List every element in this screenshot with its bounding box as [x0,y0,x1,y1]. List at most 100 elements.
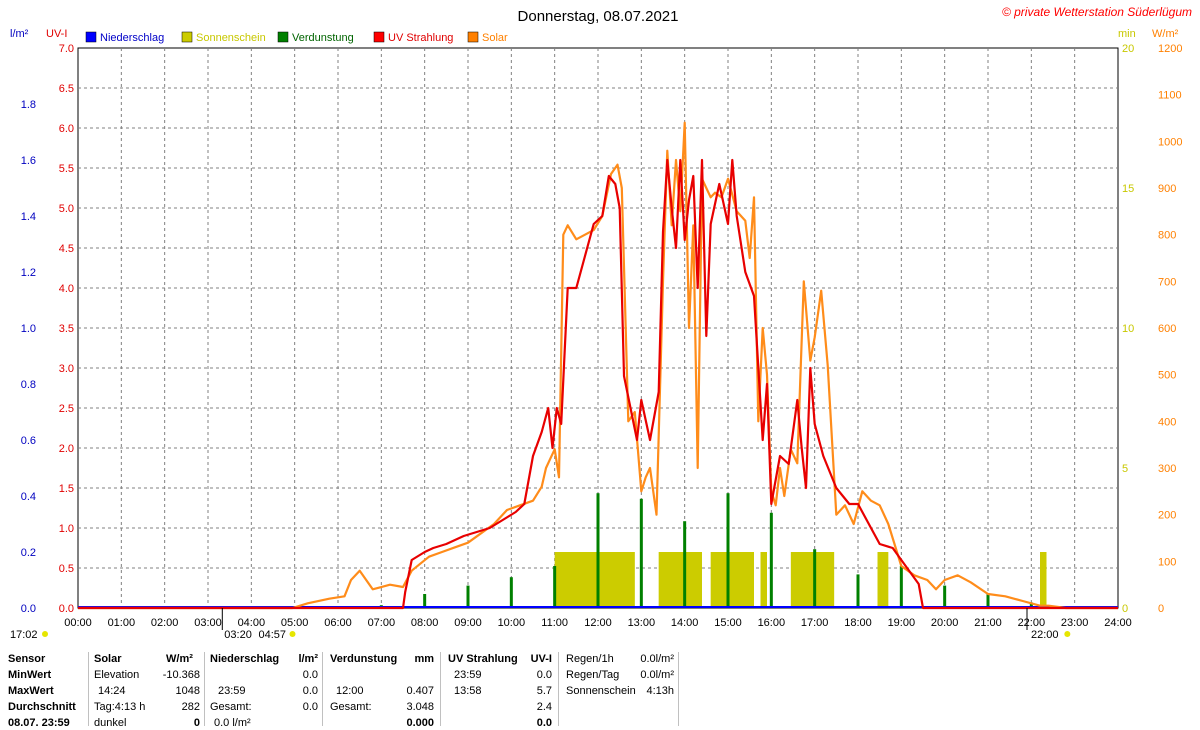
time-markers: 17:02 03:20 04:57 22:00 [10,608,1071,641]
extra-sunshine-value: 4:13h [646,685,674,697]
x-tick-label: 03:00 [194,617,222,629]
x-tick-label: 16:00 [758,617,786,629]
sunshine-bar [760,552,767,608]
solar-max-label: 14:24 [98,685,126,697]
stats-col-uv: UV Strahlung UV-I 23:59 0.0 13:58 5.7 2.… [448,648,552,729]
extra-rain1h-label: Regen/1h [566,653,614,665]
stats-header-solar: Solar [94,653,122,665]
stats-separator [88,652,89,726]
uv-tick-label: 2.5 [59,403,74,415]
solar-tick-label: 1100 [1158,90,1182,102]
x-tick-label: 05:00 [281,617,309,629]
x-tick-label: 19:00 [888,617,916,629]
stats-label-last: 08.07. 23:59 [8,717,70,729]
x-tick-label: 14:00 [671,617,699,629]
rain-avg-value: 0.0 [302,701,318,713]
stats-separator [322,652,323,726]
legend-swatch [277,31,289,43]
uv-tick-label: 3.5 [59,323,74,335]
rain-tick-label: 0.8 [21,379,36,391]
uv-max-value: 5.7 [536,685,552,697]
sun-icon [42,631,48,637]
rain-tick-label: 0.4 [21,491,36,503]
sunshine-tick-label: 10 [1122,323,1134,335]
solar-tick-label: 700 [1158,276,1176,288]
stats-separator [440,652,441,726]
evap-max-label: 12:00 [336,685,364,697]
rain-tick-label: 1.2 [21,267,36,279]
evaporation-bar [683,521,687,608]
rain-tick-label: 0.0 [21,603,36,615]
evaporation-bar [769,512,773,608]
uv-tick-label: 2.0 [59,443,74,455]
x-tick-label: 11:00 [541,617,568,629]
legend-swatch [467,31,479,43]
solar-max-value: 1048 [175,685,200,697]
rain-min-value: 0.0 [302,669,318,681]
sunshine-bar [710,552,754,608]
solar-tick-label: 500 [1158,370,1176,382]
solar-avg-value: 282 [181,701,200,713]
solar-last-value: 0 [193,717,200,729]
solar-tick-label: 1200 [1158,43,1182,55]
x-tick-label: 02:00 [151,617,179,629]
evaporation-bar [596,493,600,608]
stats-separator [678,652,679,726]
time-marker-left: 17:02 [10,629,38,641]
stats-col-evap: Verdunstung mm 12:00 0.407 Gesamt: 3.048… [330,648,434,729]
evaporation-bar [466,585,470,608]
extra-rainday-value: 0.0l/m² [640,669,674,681]
evap-avg-value: 3.048 [406,701,434,713]
x-tick-label: 23:00 [1061,617,1089,629]
evaporation-bar [639,498,643,608]
solar-tick-label: 900 [1158,183,1176,195]
evaporation-bar [986,594,990,608]
legend-swatch [85,31,97,43]
axis-unit-sunshine: min [1118,28,1136,40]
evap-last-value: 0.000 [406,717,434,729]
uv-tick-label: 6.5 [59,83,74,95]
stats-panel: Sensor MinWert MaxWert Durchschnitt 08.0… [0,648,1200,729]
evaporation-bar [899,566,903,608]
evaporation-bars [379,493,1033,608]
solar-tick-label: 100 [1158,556,1176,568]
axis-ticks: 00:00 01:00 02:00 03:00 04:00 05:00 06:00 07:00… [21,43,1183,629]
x-tick-label: 04:00 [238,617,266,629]
solar-tick-label: 400 [1158,416,1176,428]
rain-tick-label: 1.8 [21,99,36,111]
rain-tick-label: 1.4 [21,211,36,223]
copyright-text: © private Wetterstation Süderlügum [1002,5,1192,19]
extra-rainday-label: Regen/Tag [566,669,620,681]
sunshine-bar [658,552,702,608]
extra-sunshine-label: Sonnenschein [566,685,636,697]
weather-chart: Donnerstag, 08.07.2021 © private Wetters… [10,5,1192,641]
x-tick-label: 18:00 [844,617,872,629]
rain-max-label: 23:59 [218,685,246,697]
stats-separator [204,652,205,726]
axis-unit-rain: l/m² [10,28,29,40]
x-tick-label: 21:00 [974,617,1002,629]
time-marker-sunset: 22:00 [1031,629,1059,641]
x-tick-label: 15:00 [714,617,742,629]
chart-title: Donnerstag, 08.07.2021 [518,8,679,25]
sunshine-bar [790,552,835,608]
legend-label: Niederschlag [100,32,164,44]
uv-max-label: 13:58 [454,685,482,697]
stats-unit-evap: mm [414,653,434,665]
axis-unit-uv: UV-I [46,28,67,40]
stats-col-solar: Solar W/m² Elevation -10.368 14:24 1048 … [94,648,200,729]
x-tick-label: 10:00 [498,617,526,629]
x-tick-label: 22:00 [1018,617,1046,629]
x-tick-label: 12:00 [584,617,612,629]
uv-line [78,158,1118,610]
stats-unit-uv: UV-I [530,653,552,665]
legend-swatch [181,31,193,43]
sun-icon [1064,631,1071,637]
sunshine-bar [1040,552,1047,608]
stats-label-max: MaxWert [8,685,54,697]
solar-last-label: dunkel [94,717,127,729]
evaporation-bar [856,574,860,608]
x-tick-label: 08:00 [411,617,439,629]
uv-min-label: 23:59 [454,669,482,681]
axis-unit-solar: W/m² [1152,28,1179,40]
